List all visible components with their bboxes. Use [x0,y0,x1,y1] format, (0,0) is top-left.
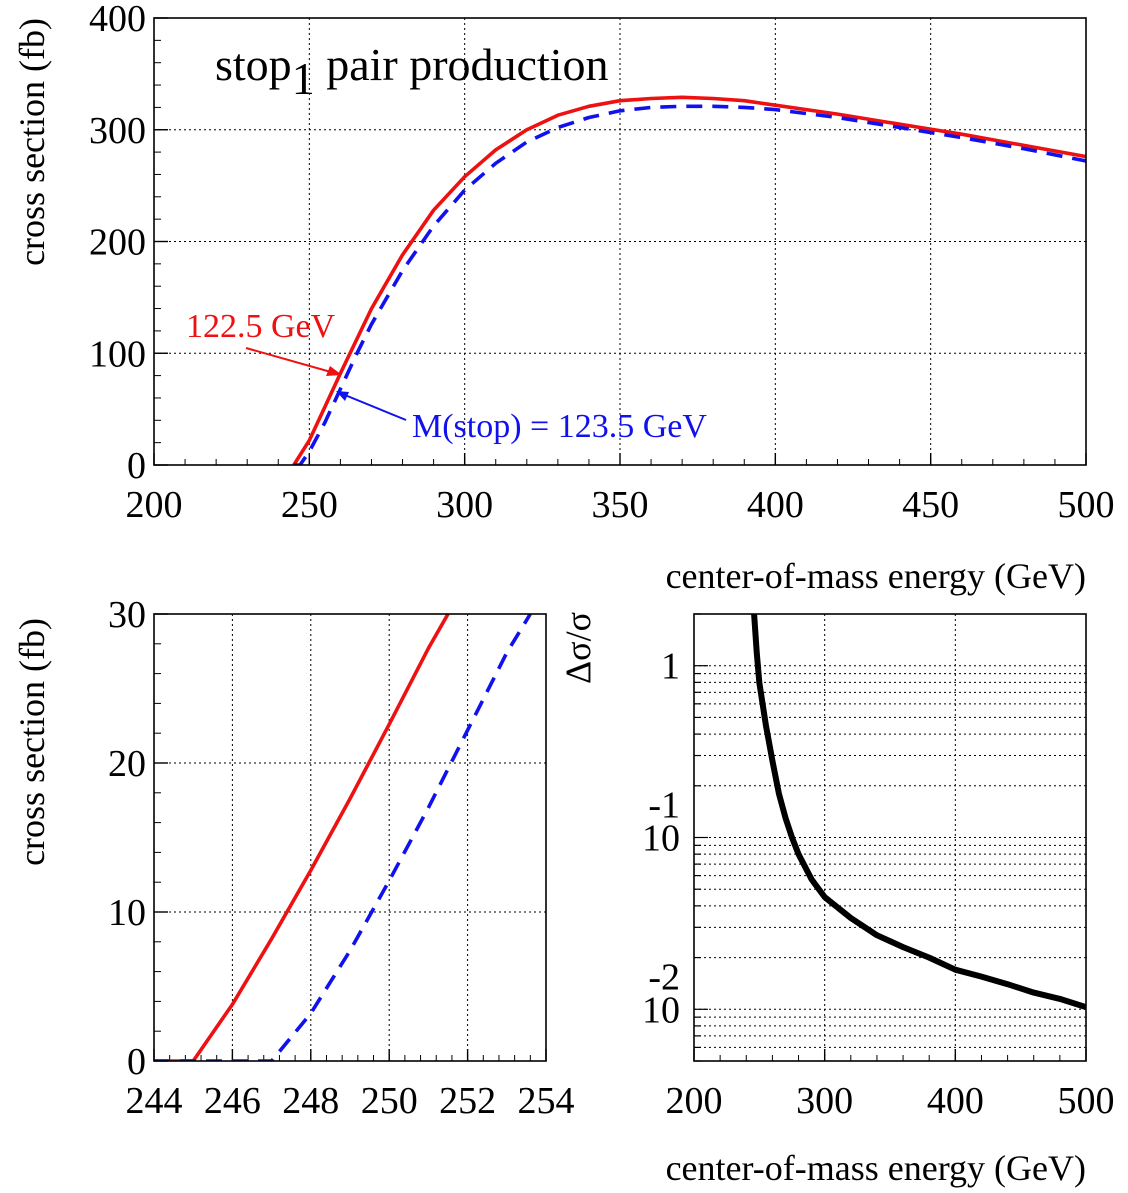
y-tick-label: 200 [89,222,146,264]
blue-series-line [293,104,1086,465]
bottom-left-grid [154,614,546,1061]
x-tick-label: 300 [436,484,493,526]
top-title-main: stop [215,39,292,90]
x-tick-label: 200 [666,1080,723,1122]
y-tick-exponent: -2 [648,956,680,998]
y-tick-label: 300 [89,110,146,152]
x-tick-label: 350 [592,484,649,526]
x-tick-label: 244 [126,1080,183,1122]
y-tick-label: 1 [661,646,680,688]
bottom-right-grid [694,613,1086,1062]
x-tick-label: 400 [927,1080,984,1122]
top-plot-frame [153,17,1087,466]
y-tick-label: 10 [108,892,146,934]
top-y-axis-label: cross section (fb) [12,18,52,266]
blue-annotation-arrow-line [339,392,407,421]
red-series-line [154,614,450,1061]
x-tick-label: 300 [796,1080,853,1122]
bottom-left-x-tick-labels: 244 246 248 250 252 254 [126,1080,575,1122]
blue-series-line [154,614,532,1061]
top-title-rest: pair production [315,39,609,90]
bottom-left-minor-ticks [153,613,547,1062]
y-tick-label: 10 [642,818,680,860]
top-minor-ticks [153,17,1087,466]
top-x-axis-label: center-of-mass energy (GeV) [666,556,1086,596]
x-tick-label: 400 [747,484,804,526]
bottom-right-series-group [751,614,1086,1010]
x-tick-label: 248 [282,1080,339,1122]
bottom-right-x-tick-labels: 200 300 400 500 [666,1080,1115,1122]
blue-series-annotation: M(stop) = 123.5 GeV [412,408,707,445]
bottom-right-chart: 200 300 400 500 110-110-2 center-of-mass en… [558,612,1115,1188]
y-tick-label: 10 [642,989,680,1031]
bottom-left-plot-frame [153,613,547,1062]
bottom-right-x-axis-label: center-of-mass energy (GeV) [666,1148,1086,1188]
top-y-tick-labels: 0 100 200 300 400 [89,0,146,487]
y-tick-label: 100 [89,333,146,375]
x-tick-label: 200 [126,484,183,526]
top-title-subscript: 1 [292,53,315,104]
x-tick-label: 500 [1058,1080,1115,1122]
blue-annotation-arrowhead [336,391,349,401]
top-chart-title: stop1 pair production [215,39,609,104]
x-tick-label: 250 [361,1080,418,1122]
red-annotation-arrowhead [326,366,342,376]
bottom-left-y-tick-labels: 0 10 20 30 [108,594,146,1083]
y-tick-label: 0 [127,1041,146,1083]
top-x-tick-labels: 200 250 300 350 400 450 500 [126,484,1115,526]
x-tick-label: 254 [518,1080,575,1122]
y-tick-label: 400 [89,0,146,40]
y-tick-label: 30 [108,594,146,636]
y-tick-exponent: -1 [648,785,680,827]
red-series-line [292,95,1086,465]
bottom-right-plot-frame [693,613,1087,1062]
x-tick-label: 450 [902,484,959,526]
bottom-right-y-axis-label: Δσ/σ [558,612,598,684]
y-tick-label: 20 [108,743,146,785]
red-series-annotation: 122.5 GeV [186,308,336,345]
x-tick-label: 500 [1058,484,1115,526]
bottom-left-chart: 244 246 248 250 252 254 0 10 20 30 cross section… [12,594,575,1122]
bottom-right-y-tick-labels: 110-110-2 [642,646,680,1032]
y-tick-label: 0 [127,445,146,487]
x-tick-label: 250 [281,484,338,526]
bottom-left-y-axis-label: cross section (fb) [12,618,52,866]
top-series-group [292,95,1086,465]
x-tick-label: 246 [204,1080,261,1122]
x-tick-label: 252 [439,1080,496,1122]
red-annotation-arrow-line [245,347,339,375]
bottom-left-series-group [154,614,532,1061]
black-series-line [751,614,1086,1010]
top-chart: 200 250 300 350 400 450 500 0 100 200 300 400 stop… [12,0,1115,596]
